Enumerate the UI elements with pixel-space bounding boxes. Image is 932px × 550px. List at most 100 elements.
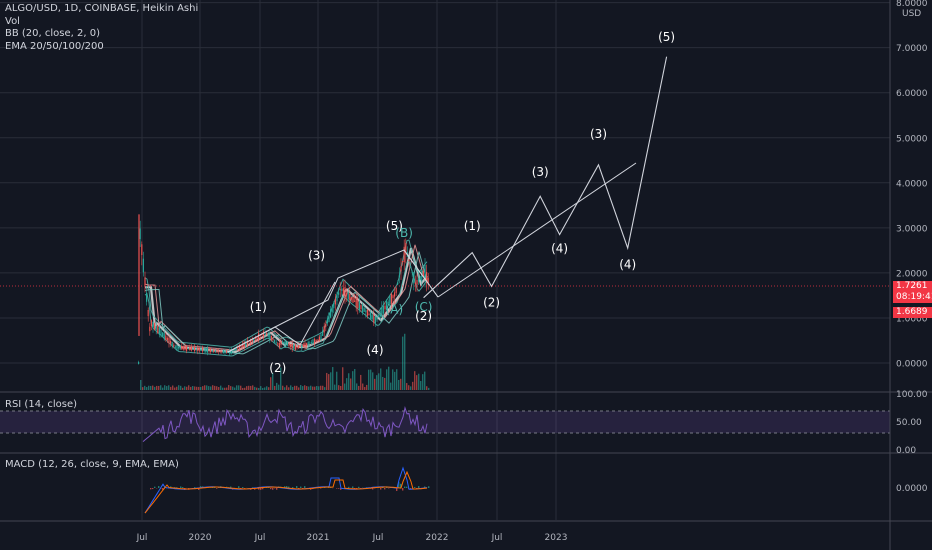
volume-bar (178, 385, 180, 390)
candle-body (266, 333, 268, 335)
time-tick-2: Jul (254, 533, 266, 543)
symbol-title[interactable]: ALGO/USD, 1D, COINBASE, Heikin Ashi (5, 3, 199, 14)
rsi-label[interactable]: RSI (14, close) (5, 399, 78, 410)
volume-bar (340, 385, 342, 390)
macd-hist-bar (428, 486, 430, 488)
candle-body (296, 347, 298, 348)
wave-label-10: (2) (483, 296, 500, 310)
macd-hist-bar (300, 486, 302, 488)
countdown-badge: 08:19:41 (893, 292, 932, 303)
volume-bar (344, 383, 346, 390)
macd-hist-bar (418, 486, 420, 488)
candle-body (152, 322, 154, 328)
time-tick-6: Jul (491, 533, 503, 543)
volume-bar (338, 385, 340, 390)
volume-bar (364, 386, 366, 390)
macd-hist-bar (158, 486, 160, 488)
time-tick-7: 2023 (545, 533, 568, 543)
candle-body (310, 342, 312, 343)
legend-ema[interactable]: EMA 20/50/100/200 (5, 40, 104, 52)
volume-bar (314, 386, 316, 390)
candle-body (403, 246, 405, 263)
legend-bb[interactable]: BB (20, close, 2, 0) (5, 28, 100, 39)
wave-label-0: (1) (250, 300, 267, 314)
volume-bar (280, 367, 282, 390)
candle-body (202, 347, 204, 352)
candle-body (384, 305, 386, 310)
wave-label-15: (5) (658, 30, 675, 44)
macd-hist-bar (260, 488, 262, 490)
macd-hist-bar (276, 488, 278, 490)
macd-hist-bar (218, 487, 220, 488)
candle-body (256, 336, 258, 339)
volume-bar (266, 386, 268, 390)
candle-body (221, 351, 223, 352)
candle-body (426, 272, 428, 283)
legend-vol[interactable]: Vol (5, 15, 20, 27)
volume-bar (282, 385, 284, 390)
macd-hist-bar (406, 486, 408, 488)
wave-projection: (1)(2)(3)(4)(5)(B)(A) (C)(2)(1)(2)(3)(4)(… (227, 30, 675, 375)
macd-hist-bar (244, 488, 246, 489)
candle-body (285, 340, 287, 346)
volume-bar (376, 375, 378, 390)
volume-bar (400, 378, 402, 390)
candle-body (366, 309, 368, 316)
macd-label[interactable]: MACD (12, 26, close, 9, EMA, EMA) (5, 459, 179, 470)
price-tick-1: 1.0000 (896, 314, 928, 324)
candle-body (419, 276, 421, 280)
candle-body (190, 346, 192, 351)
volume-bar (374, 378, 376, 390)
candle-body (211, 350, 213, 352)
price-tick-4: 4.0000 (896, 179, 928, 189)
candle-body (245, 340, 247, 347)
candle-body (405, 243, 407, 255)
volume-bar (202, 386, 204, 390)
volume-bar (182, 387, 184, 390)
macd-hist-bar (338, 488, 340, 489)
volume-bar (324, 387, 326, 390)
candle-body (290, 344, 292, 347)
volume-bar (398, 379, 400, 390)
candle-body (410, 265, 412, 267)
macd-hist-bar (384, 488, 386, 490)
candle-body (186, 345, 188, 351)
volume-bar (392, 369, 394, 390)
candle-body (330, 309, 332, 318)
volume-bar (168, 385, 170, 390)
candle-body (387, 301, 389, 305)
candle-body (179, 345, 181, 350)
wave-label-13: (3) (590, 127, 607, 141)
candle-body (219, 350, 221, 352)
candle-body (182, 346, 184, 350)
candle-body (411, 271, 413, 273)
candle-body (317, 339, 319, 341)
candle-body (205, 347, 207, 353)
volume-bar (298, 387, 300, 390)
volume-bar (154, 386, 156, 390)
macd-hist-bar (180, 486, 182, 488)
wave-diagonal (437, 162, 637, 298)
candle-body (282, 342, 284, 344)
macd-hist-bar (380, 488, 382, 490)
candle-body (150, 320, 152, 327)
rsi-line (142, 406, 428, 442)
volume-bar (380, 368, 382, 390)
macd-hist-bar (176, 487, 178, 488)
volume-bar (306, 386, 308, 390)
candle-body (270, 335, 272, 341)
candle-body (174, 346, 176, 348)
candle-body (347, 291, 349, 300)
volume-bar (216, 386, 218, 390)
volume-bar (412, 381, 414, 390)
candle-body (157, 326, 159, 334)
candle-body (158, 327, 160, 335)
volume-bar (224, 387, 226, 390)
volume-bar (184, 386, 186, 390)
candle-body (253, 337, 255, 341)
wave-label-3: (4) (367, 343, 384, 357)
wave-label-6: (A) (386, 302, 404, 316)
candle-body (365, 310, 367, 313)
